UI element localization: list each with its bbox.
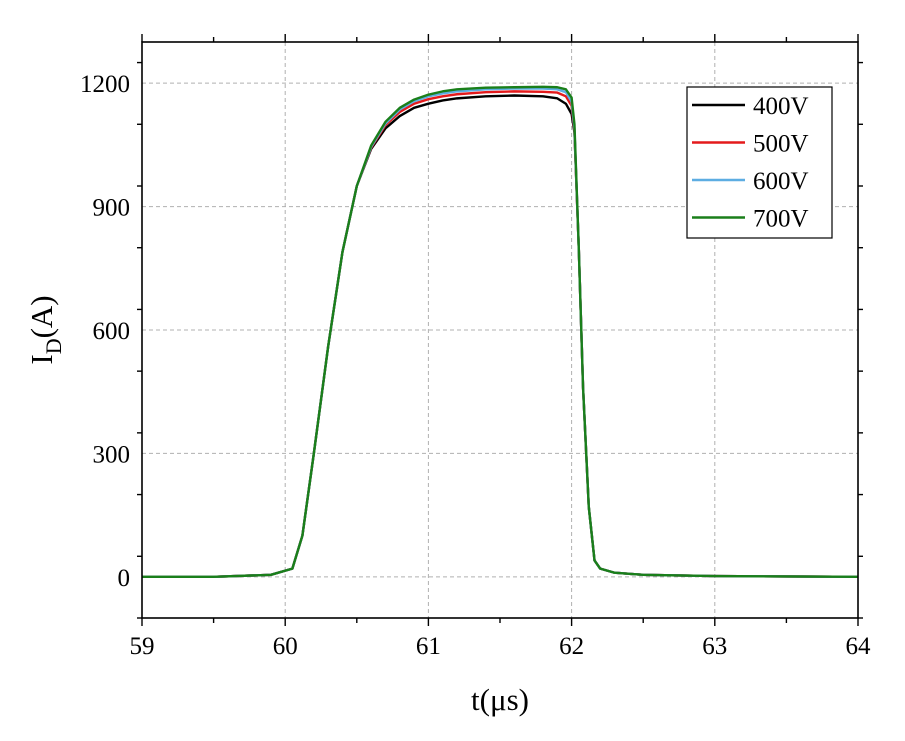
x-tick-label: 64 (846, 633, 872, 660)
x-tick-label: 61 (416, 633, 441, 660)
y-tick-label: 1200 (80, 71, 130, 98)
axis-ticks (137, 34, 863, 626)
y-axis-title-subscript: D (41, 338, 66, 354)
legend-label: 600V (753, 168, 809, 195)
y-tick-label: 900 (93, 195, 131, 222)
series-lines (142, 85, 859, 579)
y-axis-title-unit: (A) (24, 295, 59, 338)
grid-lines (142, 42, 858, 618)
y-axis-title-main: I (24, 354, 59, 364)
x-tick-label: 60 (273, 633, 298, 660)
legend-label: 500V (753, 131, 809, 158)
tick-labels: 59 60 61 62 63 64 0 300 600 900 1200 (80, 71, 871, 660)
x-tick-label: 63 (702, 633, 727, 660)
series-line-700V (142, 85, 859, 579)
legend: 400V 500V 600V 700V (686, 86, 833, 239)
legend-label: 400V (753, 93, 809, 120)
x-tick-label: 62 (559, 633, 584, 660)
legend-box (686, 86, 833, 239)
x-tick-label: 59 (130, 633, 155, 660)
y-axis-title: ID(A) (24, 295, 66, 364)
y-tick-label: 0 (118, 565, 131, 592)
y-tick-label: 600 (93, 318, 131, 345)
y-tick-label: 300 (93, 441, 131, 468)
legend-label: 700V (753, 206, 809, 233)
x-axis-title: t(μs) (471, 682, 529, 717)
